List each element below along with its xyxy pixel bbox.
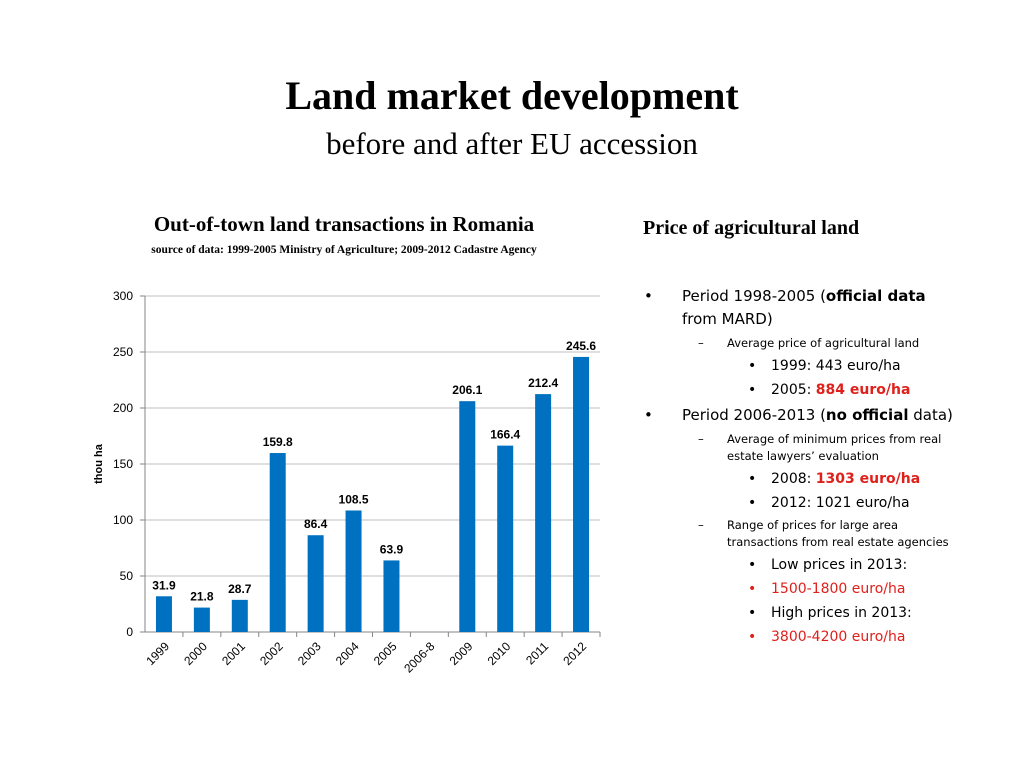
bar-2000 [193, 607, 210, 632]
bar-2011 [535, 394, 552, 632]
data-label-2001: 28.7 [228, 582, 252, 596]
dash-icon: – [698, 336, 704, 350]
price-2012-text: 2012: 1021 euro/ha [771, 495, 910, 511]
y-tick-label: 300 [113, 289, 133, 303]
period-1-text-post: from MARD) [682, 310, 773, 328]
data-label-2009: 206.1 [452, 383, 482, 397]
price-2005-value: 884 euro/ha [815, 382, 911, 398]
data-label-2003: 86.4 [304, 517, 328, 531]
low-prices-label: Low prices in 2013: [771, 557, 908, 573]
slide-title: Land market development [285, 73, 739, 118]
x-tick-label-2000: 2000 [181, 639, 210, 668]
price-section-title: Price of agricultural land [643, 217, 860, 239]
x-tick-label-2012: 2012 [560, 639, 589, 668]
data-label-2004: 108.5 [339, 492, 369, 506]
x-tick-label-2003: 2003 [295, 639, 324, 668]
dash-icon: – [698, 432, 704, 446]
bullet-dot-icon: • [644, 287, 653, 305]
high-prices-label: High prices in 2013: [771, 605, 912, 621]
x-tick-label-2005: 2005 [371, 639, 400, 668]
y-tick-label: 100 [113, 513, 133, 527]
item-high-prices-label: • High prices in 2013: [640, 603, 960, 623]
period-1-text-pre: Period 1998-2005 ( [682, 287, 826, 305]
data-label-1999: 31.9 [152, 578, 176, 592]
bullet-period-1998-2005: • Period 1998-2005 (official data from M… [640, 285, 960, 331]
x-tick-label-2006-8: 2006-8 [401, 639, 438, 676]
bullet-dot-icon: • [748, 605, 757, 621]
bar-2012 [573, 356, 590, 632]
chart-source-note: source of data: 1999-2005 Ministry of Ag… [151, 244, 537, 256]
x-tick-label-2004: 2004 [333, 639, 362, 668]
price-1999-text: 1999: 443 euro/ha [771, 358, 901, 374]
bullet-period-2006-2013: • Period 2006-2013 (no official data) [640, 404, 960, 427]
chart-title: Out-of-town land transactions in Romania [153, 212, 535, 236]
x-tick-label-2009: 2009 [447, 639, 476, 668]
price-2008-value: 1303 euro/ha [815, 471, 921, 487]
bar-2001 [231, 599, 248, 632]
y-tick-label: 50 [120, 569, 134, 583]
y-tick-label: 250 [113, 345, 133, 359]
item-2005-price: • 2005: 884 euro/ha [640, 380, 960, 400]
x-tick-label-2010: 2010 [485, 639, 514, 668]
x-tick-label-2011: 2011 [523, 639, 551, 667]
x-tick-label-2002: 2002 [257, 639, 286, 668]
period-1-text-bold: official data [825, 287, 926, 305]
sub-bullet-range-of-prices: – Range of prices for large area transac… [640, 517, 960, 551]
bullet-dot-icon: • [748, 629, 757, 645]
sub-bullet-text: Average price of agricultural land [727, 336, 920, 350]
high-prices-value: 3800-4200 euro/ha [771, 629, 906, 645]
bar-2009 [459, 401, 476, 632]
price-bullet-list: • Period 1998-2005 (official data from M… [640, 285, 960, 651]
data-label-2000: 21.8 [190, 590, 214, 604]
bar-1999 [155, 596, 172, 632]
sub-bullet-lawyer-evaluation: – Average of minimum prices from real es… [640, 431, 960, 465]
bar-2004 [345, 510, 362, 632]
data-label-2005: 63.9 [380, 542, 404, 556]
item-low-prices-label: • Low prices in 2013: [640, 555, 960, 575]
data-label-2012: 245.6 [566, 339, 596, 353]
price-2008-prefix: 2008: [771, 471, 816, 487]
item-2012-price: • 2012: 1021 euro/ha [640, 493, 960, 513]
item-2008-price: • 2008: 1303 euro/ha [640, 469, 960, 489]
y-axis-title: thou ha [93, 443, 105, 484]
bullet-dot-icon: • [748, 382, 757, 398]
bullet-dot-icon: • [748, 358, 757, 374]
bullet-dot-icon: • [748, 581, 757, 597]
data-label-2010: 166.4 [490, 428, 520, 442]
y-tick-label: 0 [126, 625, 133, 639]
x-tick-label-2001: 2001 [219, 639, 248, 668]
item-1999-price: • 1999: 443 euro/ha [640, 356, 960, 376]
x-tick-label-1999: 1999 [143, 639, 172, 668]
bar-chart: 0 50 100 150 200 250 300 thou ha 31.9 1999 21.8 200… [93, 289, 601, 676]
period-2-text-post: data) [908, 406, 953, 424]
bar-2010 [497, 445, 514, 632]
bar-2002 [269, 453, 286, 632]
slide-subtitle: before and after EU accession [326, 126, 698, 161]
sub-bullet-text: Range of prices for large area transacti… [727, 518, 949, 549]
price-2005-prefix: 2005: [771, 382, 816, 398]
y-tick-label: 150 [113, 457, 133, 471]
item-high-prices-value: • 3800-4200 euro/ha [640, 627, 960, 647]
bullet-dot-icon: • [644, 406, 653, 424]
period-2-text-bold: no official [825, 406, 909, 424]
data-label-2011: 212.4 [528, 376, 558, 390]
bullet-dot-icon: • [748, 495, 757, 511]
bar-2005 [383, 560, 400, 632]
data-label-2002: 159.8 [263, 435, 293, 449]
y-tick-label: 200 [113, 401, 133, 415]
sub-bullet-average-price: – Average price of agricultural land [640, 335, 960, 352]
item-low-prices-value: • 1500-1800 euro/ha [640, 579, 960, 599]
period-2-text-pre: Period 2006-2013 ( [682, 406, 826, 424]
bullet-dot-icon: • [748, 557, 757, 573]
bar-2003 [307, 535, 324, 632]
low-prices-value: 1500-1800 euro/ha [771, 581, 906, 597]
sub-bullet-text: Average of minimum prices from real esta… [727, 432, 942, 463]
dash-icon: – [698, 518, 704, 532]
bullet-dot-icon: • [748, 471, 757, 487]
